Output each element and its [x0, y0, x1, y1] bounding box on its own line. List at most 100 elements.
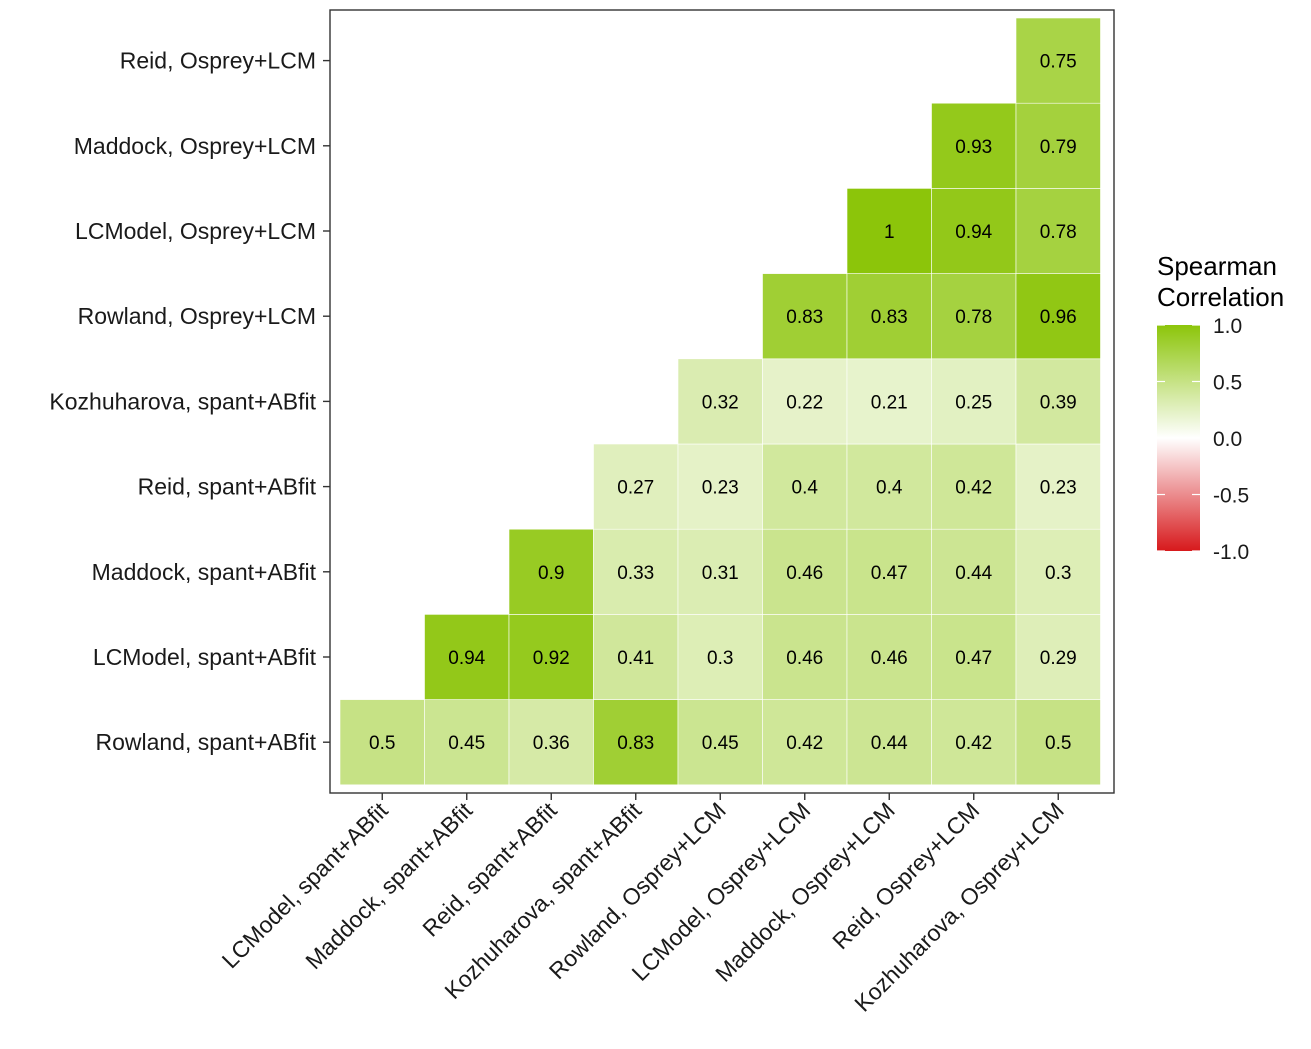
cell-value-label: 0.46	[786, 563, 823, 584]
heatmap-cell	[677, 528, 763, 615]
heatmap-cell	[677, 358, 763, 445]
heatmap-cells	[339, 17, 1101, 786]
cell-value-label: 0.83	[871, 307, 908, 328]
y-tick-label: Rowland, Osprey+LCM	[78, 303, 316, 329]
heatmap-cell	[762, 614, 848, 700]
cell-value-label: 0.33	[617, 563, 654, 584]
cell-value-label: 0.42	[786, 733, 823, 754]
y-tick-label: Maddock, spant+ABfit	[92, 559, 317, 585]
cell-value-label: 0.46	[786, 648, 823, 669]
cell-value-label: 0.93	[955, 137, 992, 158]
heatmap-cell	[677, 699, 763, 786]
heatmap-cell	[931, 358, 1017, 445]
heatmap-cell	[508, 699, 594, 786]
cell-value-label: 0.4	[792, 478, 819, 499]
cell-value-label: 0.45	[702, 733, 739, 754]
cell-value-label: 1	[884, 222, 895, 243]
legend-tick-label: 0.5	[1213, 372, 1242, 395]
heatmap-cell	[339, 699, 425, 786]
cell-value-label: 0.23	[702, 478, 739, 499]
heatmap-cell	[762, 699, 848, 786]
cell-value-label: 0.3	[707, 648, 733, 669]
y-tick-label: LCModel, Osprey+LCM	[75, 218, 316, 244]
cell-value-label: 0.31	[702, 563, 739, 584]
cell-value-label: 0.9	[538, 563, 564, 584]
cell-value-label: 0.96	[1040, 307, 1077, 328]
heatmap-cell	[931, 528, 1017, 615]
cell-value-label: 0.75	[1040, 52, 1077, 73]
cell-value-label: 0.46	[871, 648, 908, 669]
heatmap-cell	[1015, 614, 1101, 700]
cell-value-label: 0.83	[786, 307, 823, 328]
cell-value-label: 0.25	[955, 392, 992, 413]
cell-value-label: 0.45	[448, 733, 485, 754]
cell-value-label: 0.29	[1040, 648, 1077, 669]
heatmap-cell	[931, 273, 1017, 360]
heatmap-cell	[931, 443, 1017, 530]
y-tick-label: Reid, spant+ABfit	[138, 474, 317, 500]
heatmap-cell	[846, 699, 932, 786]
heatmap-cell	[846, 528, 932, 615]
legend-ticks: 1.0 0.5 0.0 -0.5 -1.0	[1157, 315, 1249, 564]
heatmap-cell	[762, 528, 848, 615]
y-tick-label: Maddock, Osprey+LCM	[74, 133, 316, 159]
heatmap-cell	[1015, 188, 1101, 274]
heatmap-cell	[931, 699, 1017, 786]
cell-value-label: 0.44	[955, 563, 992, 584]
y-tick-label: Rowland, spant+ABfit	[95, 729, 316, 755]
heatmap-cell	[677, 614, 763, 700]
cell-value-label: 0.41	[617, 648, 654, 669]
heatmap-cell	[593, 528, 679, 615]
cell-value-label: 0.22	[786, 392, 823, 413]
cell-value-label: 0.83	[617, 733, 654, 754]
cell-value-label: 0.94	[448, 648, 485, 669]
heatmap-cell	[593, 699, 679, 786]
cell-value-label: 0.4	[876, 478, 903, 499]
heatmap-cell	[424, 614, 510, 700]
cell-value-labels: 0.5 0.45 0.36 0.83 0.45 0.42 0.44 0.42 0.5 0.94 0.…	[369, 52, 1077, 755]
y-axis: Rowland, spant+ABfit LCModel, spant+ABfit…	[49, 48, 330, 755]
legend-title-line-2: Correlation	[1157, 282, 1284, 312]
heatmap-cell	[931, 614, 1017, 700]
legend-tick-label: -1.0	[1213, 541, 1249, 564]
heatmap-cell	[1015, 102, 1101, 189]
y-tick-label: Reid, Osprey+LCM	[120, 48, 316, 74]
legend-tick-label: 0.0	[1213, 428, 1242, 451]
heatmap-cell	[1015, 17, 1101, 104]
cell-value-label: 0.32	[702, 392, 739, 413]
heatmap-cell	[931, 102, 1017, 189]
heatmap-cell	[1015, 699, 1101, 786]
heatmap-cell	[846, 358, 932, 445]
heatmap-cell	[593, 614, 679, 700]
cell-value-label: 0.79	[1040, 137, 1077, 158]
legend-title-line-1: Spearman	[1157, 251, 1277, 281]
cell-value-label: 0.27	[617, 478, 654, 499]
legend-tick-label: 1.0	[1213, 315, 1242, 338]
heatmap-cell	[677, 443, 763, 530]
heatmap-cell	[762, 273, 848, 360]
cell-value-label: 0.92	[533, 648, 570, 669]
y-tick-label: Kozhuharova, spant+ABfit	[49, 388, 316, 414]
cell-value-label: 0.21	[871, 392, 908, 413]
heatmap-cell	[1015, 528, 1101, 615]
cell-value-label: 0.78	[955, 307, 992, 328]
legend: Spearman Correlation 1.0 0.5 0.0 -0.5 -1.0	[1157, 251, 1284, 564]
heatmap-cell	[593, 443, 679, 530]
cell-value-label: 0.44	[871, 733, 908, 754]
cell-value-label: 0.47	[871, 563, 908, 584]
y-tick-label: LCModel, spant+ABfit	[93, 644, 317, 670]
cell-value-label: 0.5	[1045, 733, 1071, 754]
heatmap-cell	[931, 188, 1017, 274]
cell-value-label: 0.39	[1040, 392, 1077, 413]
cell-value-label: 0.42	[955, 478, 992, 499]
cell-value-label: 0.42	[955, 733, 992, 754]
heatmap-cell	[846, 614, 932, 700]
heatmap-cell	[508, 528, 594, 615]
heatmap-cell	[508, 614, 594, 700]
heatmap-cell	[1015, 358, 1101, 445]
cell-value-label: 0.23	[1040, 478, 1077, 499]
cell-value-label: 0.3	[1045, 563, 1071, 584]
heatmap-cell	[1015, 273, 1101, 360]
legend-tick-label: -0.5	[1213, 485, 1249, 508]
